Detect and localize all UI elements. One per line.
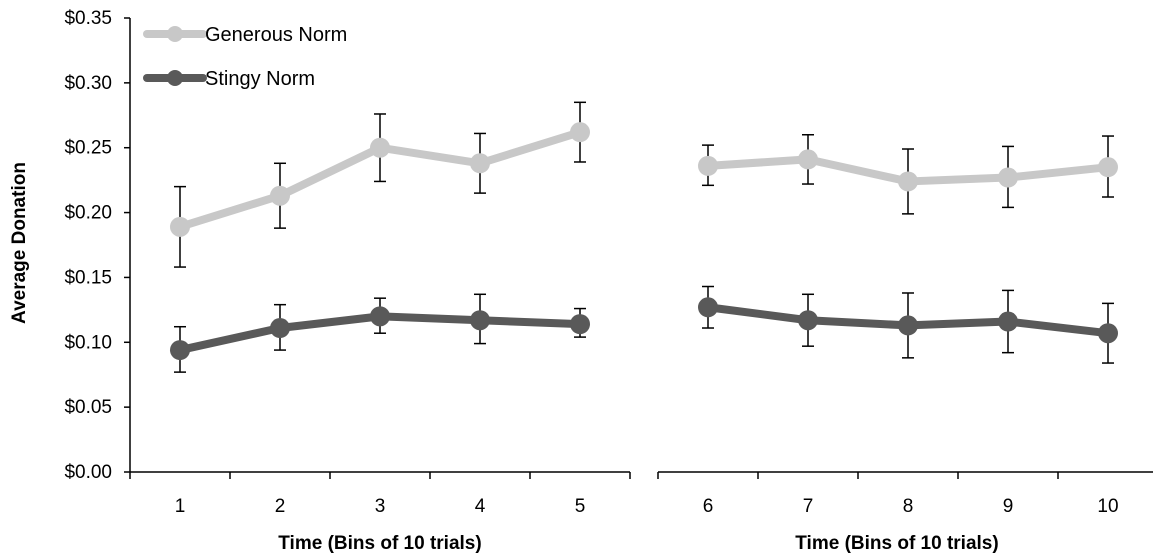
y-tick-label: $0.30	[64, 73, 112, 94]
y-tick-label: $0.05	[64, 397, 112, 418]
series-generous-norm	[698, 133, 1118, 215]
data-point	[798, 149, 818, 170]
data-point	[370, 306, 390, 327]
x-axis-title: Time (Bins of 10 trials)	[278, 533, 481, 554]
chart-panel-left: 1 2 3 4 5 Time (Bins of 10 trials)	[129, 101, 631, 554]
y-tick-label: $0.25	[64, 138, 112, 159]
x-tick-label: 7	[803, 496, 814, 517]
x-axis-title: Time (Bins of 10 trials)	[795, 533, 998, 554]
x-tick-label: 9	[1003, 496, 1014, 517]
x-tick-label: 8	[903, 496, 914, 517]
legend: Generous Norm Stingy Norm	[143, 24, 347, 90]
data-point	[898, 315, 918, 336]
y-tick-label: $0.10	[64, 332, 112, 353]
data-point	[998, 167, 1018, 188]
x-tick-label: 10	[1097, 496, 1118, 517]
x-tick-label: 5	[575, 496, 586, 517]
legend-swatch-marker	[167, 70, 183, 86]
series-stingy-norm	[698, 285, 1118, 364]
legend-label: Stingy Norm	[205, 68, 315, 90]
x-tick-label: 6	[703, 496, 714, 517]
y-tick-label: $0.20	[64, 203, 112, 224]
x-tick-label: 1	[175, 496, 186, 517]
y-axis-title: Average Donation	[9, 162, 30, 324]
data-point	[1098, 323, 1118, 344]
x-tick-label: 3	[375, 496, 386, 517]
data-point	[698, 297, 718, 318]
data-point	[1098, 157, 1118, 178]
data-point	[170, 340, 190, 361]
data-point	[470, 310, 490, 331]
data-point	[998, 311, 1018, 332]
series-generous-norm	[170, 101, 590, 268]
data-point	[570, 314, 590, 335]
data-point	[698, 155, 718, 176]
data-point	[370, 137, 390, 158]
data-point	[270, 318, 290, 339]
series-stingy-norm	[170, 293, 590, 373]
y-axis: $0.00 $0.05 $0.10 $0.15 $0.20 $0.25 $0.30 $0.35	[64, 8, 131, 483]
data-point	[798, 310, 818, 331]
data-point	[270, 185, 290, 206]
y-tick-label: $0.35	[64, 8, 112, 29]
data-point	[898, 171, 918, 192]
data-point	[170, 216, 190, 237]
x-tick-label: 4	[475, 496, 486, 517]
legend-swatch-marker	[167, 26, 183, 42]
x-tick-label: 2	[275, 496, 286, 517]
y-tick-label: $0.15	[64, 267, 112, 288]
y-tick-label: $0.00	[64, 462, 112, 483]
legend-label: Generous Norm	[205, 24, 347, 46]
chart-panel-right: 6 7 8 9 10 Time (Bins of 10 trials)	[657, 133, 1153, 554]
data-point	[570, 122, 590, 143]
data-point	[470, 153, 490, 174]
